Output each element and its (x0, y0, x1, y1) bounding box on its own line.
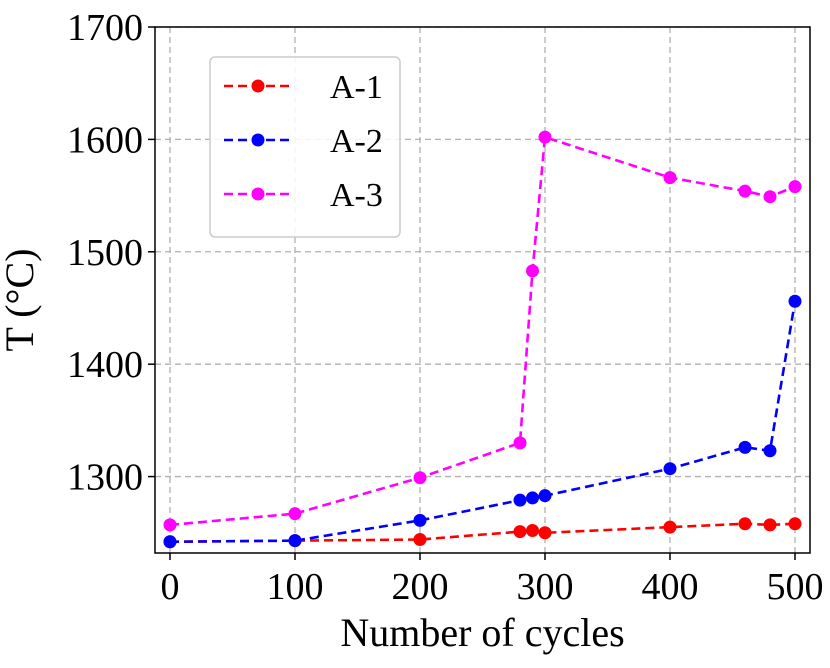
x-tick-label: 300 (517, 566, 574, 608)
x-tick-label: 100 (267, 566, 324, 608)
legend-item: A-3 (224, 177, 383, 214)
data-point (163, 518, 177, 532)
data-point (763, 190, 777, 204)
data-point (738, 517, 752, 531)
data-point (513, 493, 527, 507)
x-tick-label: 500 (767, 566, 824, 608)
legend-marker (251, 133, 265, 147)
series-line (169, 522, 796, 544)
data-point (413, 471, 427, 485)
data-point (526, 491, 539, 505)
plot-frame (154, 26, 811, 554)
legend-marker (251, 79, 265, 93)
data-point (763, 444, 777, 458)
data-point (288, 534, 302, 548)
x-axis-title: Number of cycles (340, 610, 624, 655)
y-axis-title: T (°C) (0, 248, 42, 351)
data-point (163, 535, 177, 549)
series-A-1 (163, 517, 802, 549)
data-point (513, 436, 527, 450)
data-point (738, 184, 752, 198)
data-point (738, 440, 752, 454)
data-point (526, 264, 539, 278)
data-point (538, 526, 552, 540)
x-tick-label: 0 (161, 566, 180, 608)
x-tick-label: 400 (642, 566, 699, 608)
legend-item: A-1 (224, 69, 383, 106)
data-point (788, 180, 802, 194)
data-point (513, 525, 527, 539)
y-tick-label: 1300 (67, 457, 143, 499)
data-point (538, 130, 552, 144)
data-point (526, 524, 539, 538)
data-point (288, 507, 302, 521)
series-A-2 (163, 294, 802, 549)
data-point (663, 520, 677, 534)
data-point (413, 513, 427, 527)
legend-label: A-1 (330, 69, 383, 106)
data-point (413, 533, 427, 547)
y-tick-label: 1700 (67, 7, 143, 49)
legend-label: A-2 (330, 123, 383, 160)
data-point (788, 294, 802, 308)
data-point (538, 489, 552, 503)
legend-label: A-3 (330, 177, 383, 214)
legend: A-1 A-2 A-3 (209, 56, 401, 238)
legend-marker (251, 187, 265, 201)
y-tick-label: 1400 (67, 344, 143, 386)
legend-item: A-2 (224, 123, 383, 160)
data-point (663, 171, 677, 185)
series-line (169, 135, 796, 527)
series-A-3 (163, 130, 802, 532)
y-tick-label: 1600 (67, 119, 143, 161)
data-point (663, 462, 677, 476)
series-line (169, 301, 797, 544)
data-point (763, 518, 777, 532)
x-tick-label: 200 (392, 566, 449, 608)
series-layer (163, 130, 802, 549)
data-point (788, 517, 802, 531)
y-tick-label: 1500 (67, 232, 143, 274)
axis-ticks: 0 100 200 300 400 500 1300 1400 1500 1600 1700 (67, 7, 824, 608)
